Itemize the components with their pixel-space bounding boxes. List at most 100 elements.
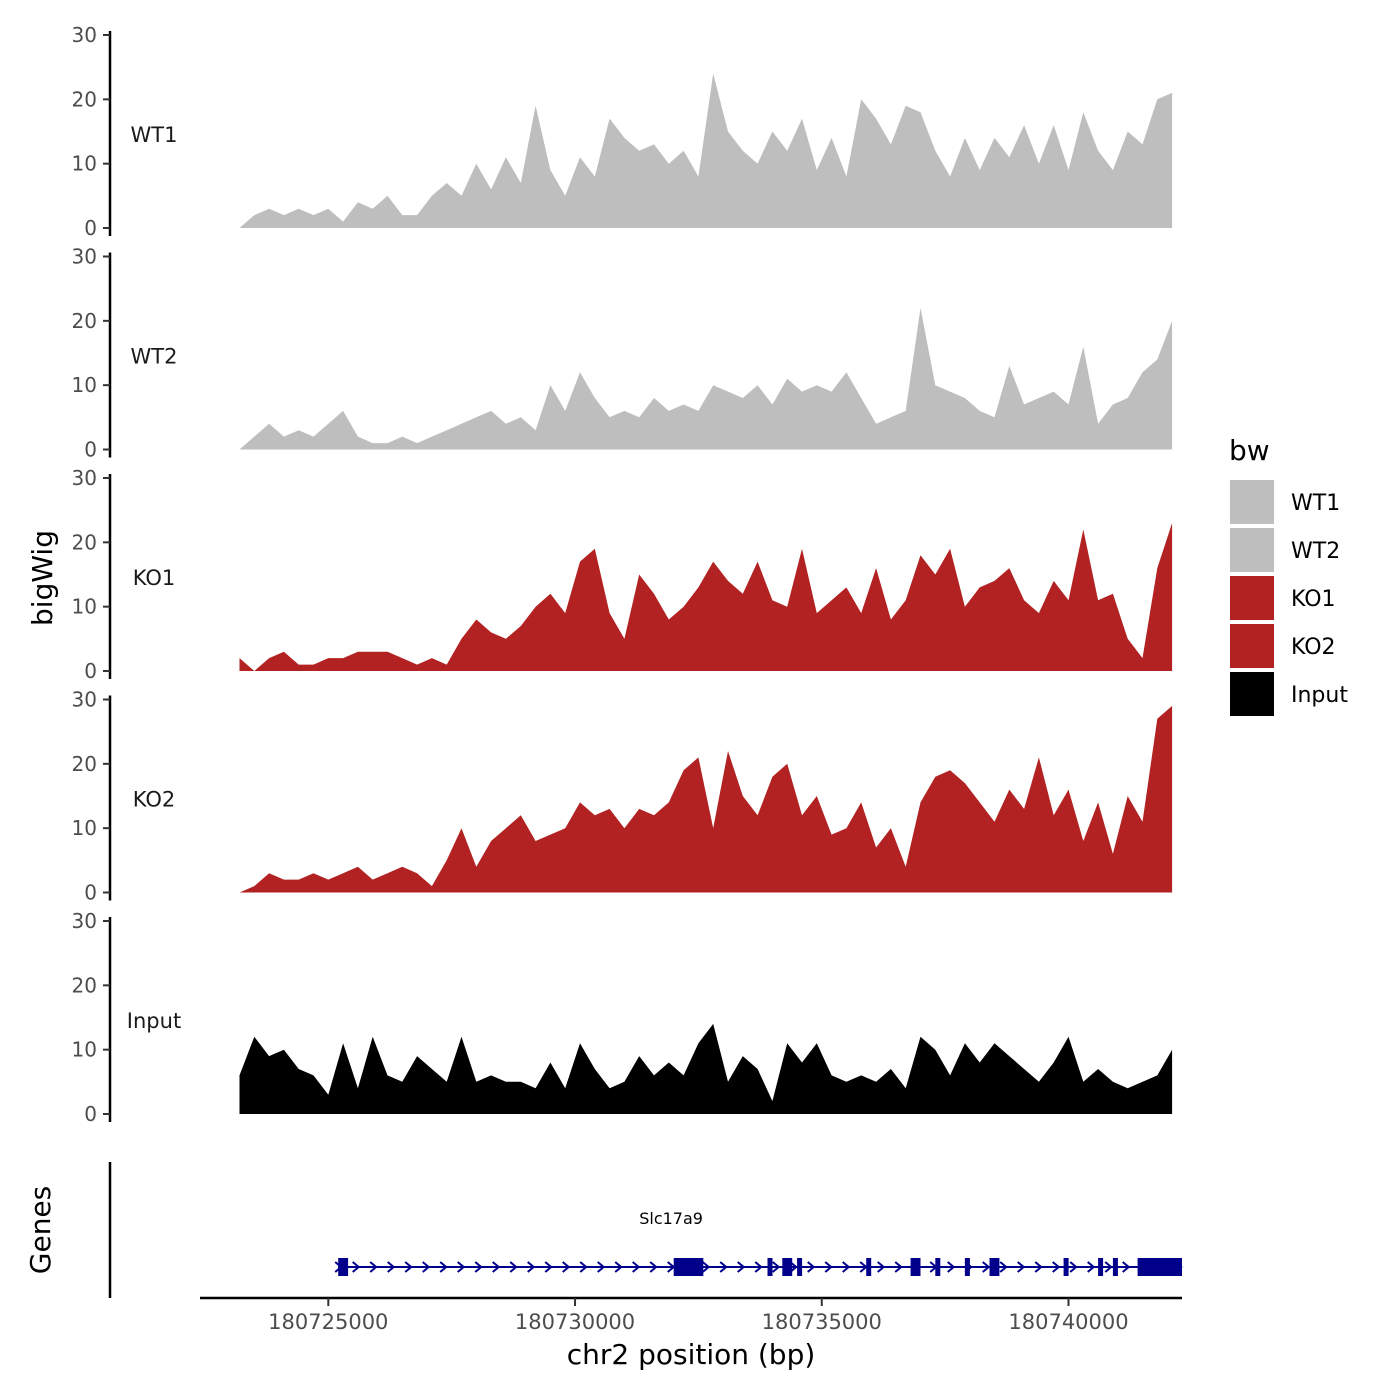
gene-strand-arrow xyxy=(1122,1261,1131,1273)
gene-exon-5 xyxy=(797,1258,803,1276)
gene-strand-arrow xyxy=(1104,1261,1113,1273)
gene-track: Genes Slc17a9 xyxy=(24,1162,1183,1298)
y-axis-title: bigWig xyxy=(26,530,59,626)
gene-exon-1 xyxy=(338,1258,349,1276)
gene-strand-arrow xyxy=(509,1261,518,1273)
gene-exon-13 xyxy=(1112,1258,1118,1276)
gene-strand-arrow xyxy=(387,1261,396,1273)
legend: bw WT1 WT2 KO1 KO2 Input xyxy=(1229,434,1348,716)
gene-exon-3 xyxy=(767,1258,773,1276)
gene-strand-arrow xyxy=(877,1261,886,1273)
y-tick-label-wt1-10: 10 xyxy=(72,152,97,176)
y-tick-label-wt2-0: 0 xyxy=(84,438,97,462)
track-wt2: 0 10 20 30 WT2 xyxy=(72,245,1173,462)
gene-strand-arrow xyxy=(422,1261,431,1273)
gene-strand-arrow xyxy=(579,1261,588,1273)
track-wt1: 0 10 20 30 WT1 xyxy=(72,23,1173,240)
gene-strand-arrow xyxy=(1087,1261,1096,1273)
legend-key-input xyxy=(1230,672,1274,716)
x-axis-title: chr2 position (bp) xyxy=(567,1338,816,1371)
y-tick-label-wt2-20: 20 xyxy=(72,309,97,333)
legend-label-ko1: KO1 xyxy=(1291,587,1336,612)
gene-strand-arrow xyxy=(649,1261,658,1273)
legend-key-wt1 xyxy=(1230,480,1274,524)
x-tick-label-180740000: 180740000 xyxy=(1008,1310,1128,1334)
gene-strand-arrow xyxy=(544,1261,553,1273)
area-wt2 xyxy=(239,308,1173,450)
y-tick-label-wt2-10: 10 xyxy=(72,373,97,397)
y-tick-label-ko2-30: 30 xyxy=(72,688,97,712)
gene-strand-arrow xyxy=(702,1261,711,1273)
gene-strand-arrow xyxy=(807,1261,816,1273)
y-tick-label-ko1-30: 30 xyxy=(72,466,97,490)
gene-exon-11 xyxy=(1063,1258,1069,1276)
y-tick-label-input-10: 10 xyxy=(72,1038,97,1062)
track-ko1: 0 10 20 30 KO1 xyxy=(72,466,1173,683)
gene-strand-arrow xyxy=(1052,1261,1061,1273)
legend-key-wt2 xyxy=(1230,528,1274,572)
legend-key-ko2 xyxy=(1230,624,1274,668)
gene-exon-10 xyxy=(989,1258,1000,1276)
x-tick-label-180730000: 180730000 xyxy=(515,1310,635,1334)
gene-strand-arrow xyxy=(562,1261,571,1273)
track-ko2: 0 10 20 30 KO2 xyxy=(72,688,1173,905)
legend-label-ko2: KO2 xyxy=(1291,635,1336,660)
x-tick-label-180735000: 180735000 xyxy=(762,1310,882,1334)
gene-model-slc17a9 xyxy=(334,1258,1183,1276)
gene-strand-arrow xyxy=(772,1261,781,1273)
y-tick-label-ko2-0: 0 xyxy=(84,881,97,905)
gene-strand-arrow xyxy=(999,1261,1008,1273)
x-tick-label-180725000: 180725000 xyxy=(268,1310,388,1334)
gene-strand-arrow xyxy=(982,1261,991,1273)
gene-track-label: Genes xyxy=(24,1186,57,1274)
gene-strand-arrow xyxy=(737,1261,746,1273)
signal-tracks: 0 10 20 30 WT1 0 10 20 30 WT2 0 10 20 30 KO1 0 10 20 30 KO2… xyxy=(72,23,1173,1126)
gene-strand-arrow xyxy=(754,1261,763,1273)
gene-strand-arrow xyxy=(474,1261,483,1273)
gene-exon-8 xyxy=(935,1258,941,1276)
y-tick-label-ko2-20: 20 xyxy=(72,752,97,776)
legend-label-wt2: WT2 xyxy=(1291,539,1340,564)
y-tick-label-wt1-20: 20 xyxy=(72,87,97,111)
gene-exon-7 xyxy=(910,1258,921,1276)
gene-strand-arrow xyxy=(352,1261,361,1273)
track-label-ko2: KO2 xyxy=(133,788,176,812)
y-tick-label-ko1-20: 20 xyxy=(72,530,97,554)
gene-exon-2 xyxy=(673,1258,704,1276)
y-tick-label-input-0: 0 xyxy=(84,1102,97,1126)
gene-exon-4 xyxy=(782,1258,793,1276)
track-input: 0 10 20 30 Input xyxy=(72,909,1173,1126)
gene-strand-arrow xyxy=(719,1261,728,1273)
gene-strand-arrow xyxy=(894,1261,903,1273)
gene-strand-arrow xyxy=(457,1261,466,1273)
y-tick-label-input-30: 30 xyxy=(72,909,97,933)
gene-exon-6 xyxy=(866,1258,872,1276)
gene-strand-arrow xyxy=(404,1261,413,1273)
gene-strand-arrow xyxy=(1017,1261,1026,1273)
y-tick-label-ko1-0: 0 xyxy=(84,659,97,683)
gene-strand-arrow xyxy=(842,1261,851,1273)
gene-strand-arrow xyxy=(492,1261,501,1273)
gene-strand-arrow xyxy=(369,1261,378,1273)
gene-strand-arrow xyxy=(947,1261,956,1273)
area-input xyxy=(239,1023,1173,1114)
legend-key-ko1 xyxy=(1230,576,1274,620)
gene-exon-14 xyxy=(1137,1258,1182,1276)
gene-strand-arrow xyxy=(632,1261,641,1273)
track-label-wt2: WT2 xyxy=(131,345,178,369)
y-tick-label-wt1-30: 30 xyxy=(72,23,97,47)
y-tick-label-ko2-10: 10 xyxy=(72,816,97,840)
legend-label-wt1: WT1 xyxy=(1291,491,1340,516)
y-tick-label-wt2-30: 30 xyxy=(72,245,97,269)
track-label-ko1: KO1 xyxy=(133,566,176,590)
y-tick-label-input-20: 20 xyxy=(72,973,97,997)
area-wt1 xyxy=(239,73,1173,228)
area-ko1 xyxy=(239,523,1173,671)
x-axis: 180725000 180730000 180735000 180740000 chr… xyxy=(200,1296,1182,1371)
y-tick-label-wt1-0: 0 xyxy=(84,216,97,240)
legend-label-input: Input xyxy=(1291,683,1348,708)
gene-strand-arrow xyxy=(527,1261,536,1273)
gene-exon-12 xyxy=(1098,1258,1104,1276)
legend-title: bw xyxy=(1229,434,1270,467)
